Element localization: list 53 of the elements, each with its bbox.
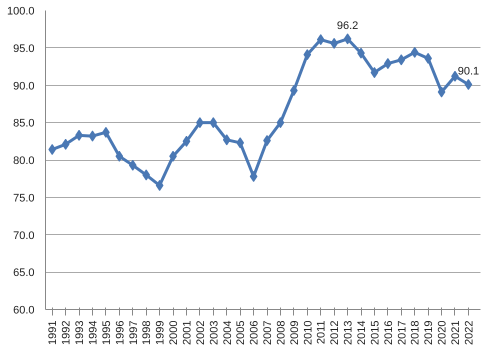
x-tick-label: 2020 xyxy=(436,320,449,345)
point xyxy=(236,137,244,148)
y-tick-label: 70.0 xyxy=(13,230,35,242)
x-tick-label: 1997 xyxy=(128,320,140,345)
x-tick-label: 2013 xyxy=(342,320,355,345)
x-tick-label: 2022 xyxy=(463,320,476,345)
x-tick-label: 1999 xyxy=(154,320,167,345)
x-tick-label: 1996 xyxy=(114,320,126,345)
x-tick-label: 2016 xyxy=(382,320,395,345)
x-tick-label: 2018 xyxy=(410,320,422,345)
x-tick-label: 1994 xyxy=(87,320,100,345)
x-tick-label: 2017 xyxy=(396,320,408,345)
point xyxy=(209,117,218,128)
x-tick-label: 2015 xyxy=(369,320,382,345)
point xyxy=(303,49,312,60)
y-tick-label: 60.0 xyxy=(13,304,35,316)
y-tick-label: 65.0 xyxy=(13,267,35,280)
y-tick-label: 100.0 xyxy=(6,6,35,18)
x-tick-label: 1993 xyxy=(74,320,86,345)
point xyxy=(48,144,56,156)
x-tick-label: 2002 xyxy=(194,320,207,345)
x-tick-label: 1992 xyxy=(60,320,73,345)
y-tick-label: 95.0 xyxy=(13,42,35,55)
x-tick-label: 2012 xyxy=(329,320,342,345)
point xyxy=(222,134,231,146)
x-tick-label: 2010 xyxy=(302,320,314,345)
x-tick-label: 1998 xyxy=(141,320,154,345)
x-tick-label: 2008 xyxy=(275,320,288,345)
y-tick-label: 90.0 xyxy=(13,80,35,92)
x-tick-label: 2000 xyxy=(168,320,180,345)
x-tick-label: 2014 xyxy=(356,320,368,345)
x-tick-label: 2006 xyxy=(248,320,261,345)
point xyxy=(410,46,419,58)
x-tick-label: 2021 xyxy=(450,320,462,345)
x-tick-label: 2007 xyxy=(262,320,274,345)
y-tick-label: 85.0 xyxy=(13,118,35,130)
y-tick-label: 80.0 xyxy=(13,155,35,167)
point xyxy=(128,160,137,171)
x-tick-label: 2003 xyxy=(208,320,220,345)
x-tick-label: 1995 xyxy=(100,320,113,345)
data-label: 90.1 xyxy=(458,66,480,78)
y-tick-label: 75.0 xyxy=(13,192,35,204)
point xyxy=(397,54,406,66)
x-tick-label: 2004 xyxy=(222,320,234,345)
point xyxy=(142,169,150,180)
x-tick-label: 2001 xyxy=(181,320,194,345)
x-tick-label: 2005 xyxy=(235,320,248,345)
point xyxy=(316,34,325,46)
x-tick-label: 2009 xyxy=(288,320,301,345)
x-tick-label: 1991 xyxy=(47,320,60,345)
x-tick-label: 2011 xyxy=(316,320,328,344)
x-tick-label: 2019 xyxy=(423,320,436,345)
data-label: 96.2 xyxy=(336,20,358,32)
